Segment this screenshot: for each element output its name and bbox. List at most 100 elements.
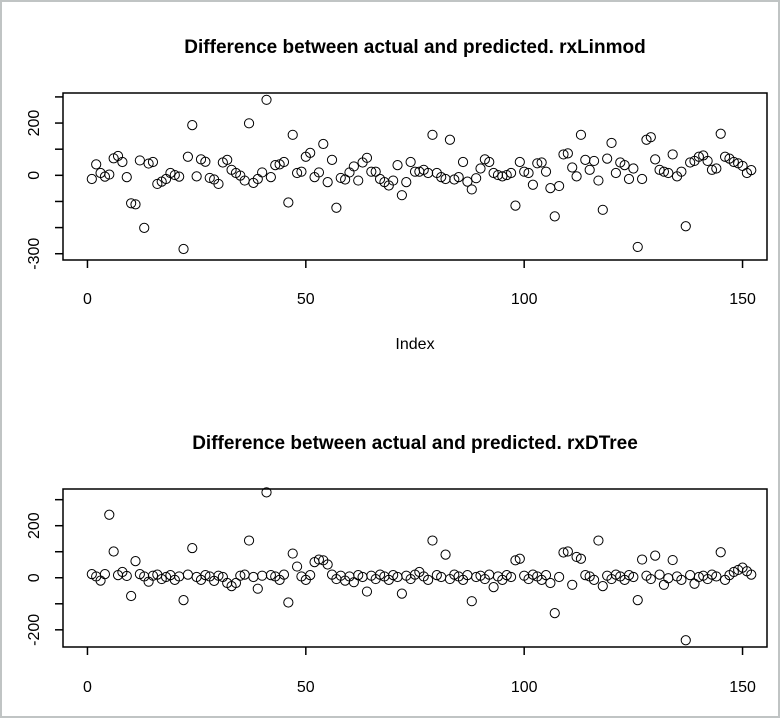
data-point xyxy=(287,548,298,559)
data-point xyxy=(178,243,189,255)
data-point xyxy=(676,574,687,585)
data-point xyxy=(348,161,359,172)
data-point xyxy=(427,535,438,546)
data-point xyxy=(689,578,700,589)
data-point xyxy=(654,569,665,580)
data-point xyxy=(619,160,630,171)
data-point xyxy=(593,175,604,186)
data-point xyxy=(632,241,643,253)
data-point xyxy=(663,573,674,584)
data-point xyxy=(554,180,565,192)
data-point xyxy=(257,570,268,581)
data-point xyxy=(466,596,477,607)
data-point xyxy=(453,172,464,183)
data-point xyxy=(685,157,696,168)
data-point xyxy=(287,129,298,140)
data-point xyxy=(270,160,281,171)
data-point xyxy=(554,571,565,583)
data-point xyxy=(484,156,495,168)
data-point xyxy=(388,175,399,186)
data-point xyxy=(702,155,713,167)
data-point xyxy=(361,152,373,163)
data-point xyxy=(134,155,145,166)
data-point xyxy=(305,570,316,581)
y-tick-label: 0 xyxy=(26,573,43,582)
data-point xyxy=(475,163,486,174)
data-point xyxy=(610,167,621,179)
data-point xyxy=(680,221,691,232)
data-point xyxy=(326,154,338,166)
data-point xyxy=(436,172,447,183)
data-point xyxy=(575,129,587,140)
data-point xyxy=(571,171,582,182)
x-tick-label: 100 xyxy=(511,679,538,696)
x-tick-label: 50 xyxy=(297,291,315,308)
data-point xyxy=(291,167,303,179)
data-point xyxy=(178,595,189,606)
data-point xyxy=(728,156,739,168)
data-point xyxy=(711,163,722,174)
data-point xyxy=(540,570,552,581)
data-point xyxy=(392,160,403,171)
data-point xyxy=(519,166,530,177)
data-point xyxy=(567,579,578,590)
data-point xyxy=(344,167,355,178)
data-point xyxy=(108,546,119,557)
data-point xyxy=(588,574,600,585)
x-tick-label: 100 xyxy=(511,291,538,308)
data-point xyxy=(536,157,547,168)
data-point xyxy=(680,635,691,646)
data-point xyxy=(204,172,215,184)
data-point xyxy=(466,184,477,195)
data-point xyxy=(182,569,194,580)
data-point xyxy=(663,167,674,179)
x-tick-label: 150 xyxy=(729,679,756,696)
plot1-title: Difference between actual and predicted.… xyxy=(184,37,645,58)
data-point xyxy=(440,549,451,560)
data-point xyxy=(645,573,656,585)
data-point xyxy=(431,570,442,581)
data-point xyxy=(147,570,159,581)
data-point xyxy=(86,173,97,185)
data-point xyxy=(449,569,460,580)
data-point xyxy=(283,597,294,608)
data-point xyxy=(243,118,255,129)
data-point xyxy=(514,553,525,564)
data-point xyxy=(291,561,303,572)
data-point xyxy=(313,554,325,565)
plot-box xyxy=(62,92,768,261)
data-point xyxy=(597,204,608,215)
data-point xyxy=(361,586,373,597)
data-point xyxy=(715,547,726,558)
data-point xyxy=(562,148,573,159)
data-point xyxy=(278,156,290,168)
data-point xyxy=(658,166,670,177)
data-point xyxy=(457,156,469,168)
data-point xyxy=(130,199,141,210)
data-point xyxy=(562,546,573,557)
data-point xyxy=(571,551,582,563)
data-point xyxy=(235,570,246,581)
data-point xyxy=(121,570,132,582)
data-point xyxy=(331,202,342,213)
data-point xyxy=(213,570,224,581)
data-point xyxy=(283,197,294,208)
data-point xyxy=(278,569,290,580)
data-point xyxy=(353,175,364,186)
data-point xyxy=(658,579,670,590)
data-point xyxy=(99,569,111,580)
plot1-x-axis-label: Index xyxy=(395,336,434,353)
data-point xyxy=(628,571,639,583)
data-point xyxy=(318,138,329,150)
data-point xyxy=(711,571,722,582)
data-point xyxy=(719,151,731,162)
data-point xyxy=(693,151,704,162)
data-point xyxy=(746,164,757,176)
data-point xyxy=(104,169,115,180)
data-point xyxy=(396,588,407,599)
data-point xyxy=(322,177,333,188)
data-point xyxy=(126,590,137,602)
data-point xyxy=(444,134,456,145)
